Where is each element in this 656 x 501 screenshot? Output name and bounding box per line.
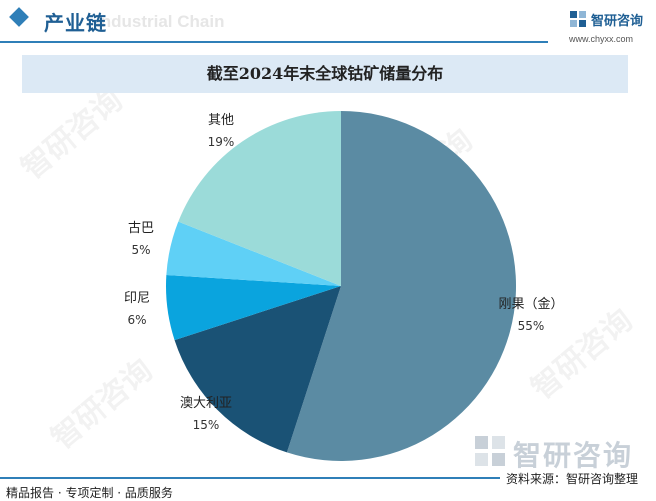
slice-label: 古巴 bbox=[128, 221, 154, 236]
slice-value-label: 5% bbox=[131, 243, 150, 257]
chart-title-bar: 截至2024年末全球钴矿储量分布 bbox=[22, 55, 628, 93]
bottom-watermark-text: 智研咨询 bbox=[513, 439, 634, 472]
slice-value-label: 19% bbox=[208, 135, 235, 149]
pie-slice bbox=[286, 111, 517, 461]
source-note: 资料来源：智研咨询整理 bbox=[506, 472, 639, 486]
slice-label: 其他 bbox=[208, 113, 234, 128]
section-title: 产业链 bbox=[44, 11, 107, 35]
header-watermark: Industrial Chain bbox=[96, 12, 225, 31]
slice-value-label: 15% bbox=[193, 418, 220, 432]
brand-name: 智研咨询 bbox=[591, 14, 644, 29]
slice-label: 澳大利亚 bbox=[180, 395, 232, 411]
footer-tagline: 精品报告 · 专项定制 · 品质服务 bbox=[6, 486, 173, 500]
pie-slice bbox=[166, 221, 341, 286]
slice-label: 印尼 bbox=[124, 291, 150, 306]
chart-title: 截至2024年末全球钴矿储量分布 bbox=[206, 64, 444, 83]
footer-divider bbox=[0, 477, 500, 479]
header-bar: Industrial Chain 产业链 智研咨询 www.chyxx.com bbox=[0, 0, 656, 44]
slice-label: 刚果（金） bbox=[498, 296, 563, 312]
brand-logo-icon bbox=[475, 436, 505, 466]
pie-slice bbox=[166, 275, 341, 341]
slice-value-label: 6% bbox=[127, 313, 146, 327]
brand-url: www.chyxx.com bbox=[569, 34, 634, 44]
pie-slice bbox=[178, 110, 341, 287]
header-divider bbox=[0, 41, 548, 43]
slice-value-label: 55% bbox=[518, 319, 545, 333]
pie-slice bbox=[174, 286, 341, 453]
brand-logo-icon bbox=[570, 11, 586, 27]
